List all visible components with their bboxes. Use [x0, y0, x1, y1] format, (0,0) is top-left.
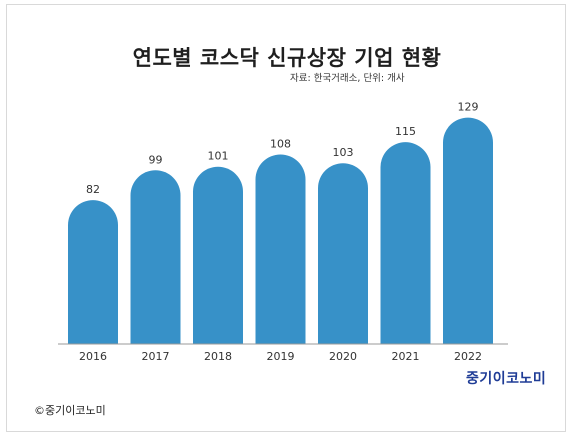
- value-label-2020: 103: [333, 146, 354, 159]
- value-label-2019: 108: [270, 137, 291, 150]
- category-label-2018: 2018: [204, 350, 232, 363]
- copyright-text: ©중기이코노미: [34, 404, 106, 417]
- value-label-2017: 99: [149, 153, 163, 166]
- category-label-2020: 2020: [329, 350, 357, 363]
- value-label-2022: 129: [458, 101, 479, 114]
- value-label-2016: 82: [86, 183, 100, 196]
- bar-2016: [68, 200, 118, 344]
- bar-2017: [130, 170, 181, 344]
- category-label-2019: 2019: [267, 350, 295, 363]
- bar-2022: [443, 117, 493, 344]
- bar-2021: [380, 142, 431, 344]
- bar-2020: [318, 163, 368, 344]
- category-label-2021: 2021: [392, 350, 420, 363]
- value-label-2018: 101: [208, 150, 229, 163]
- category-label-2017: 2017: [142, 350, 170, 363]
- chart-title: 연도별 코스닥 신규상장 기업 현황: [132, 46, 442, 70]
- source-note: 자료: 한국거래소, 단위: 개사: [290, 73, 405, 84]
- bar-2019: [255, 154, 306, 344]
- value-label-2021: 115: [395, 125, 416, 138]
- bar-2018: [193, 166, 243, 344]
- category-label-2022: 2022: [454, 350, 482, 363]
- brand-logo: 중기이코노미: [466, 371, 547, 387]
- category-label-2016: 2016: [79, 350, 107, 363]
